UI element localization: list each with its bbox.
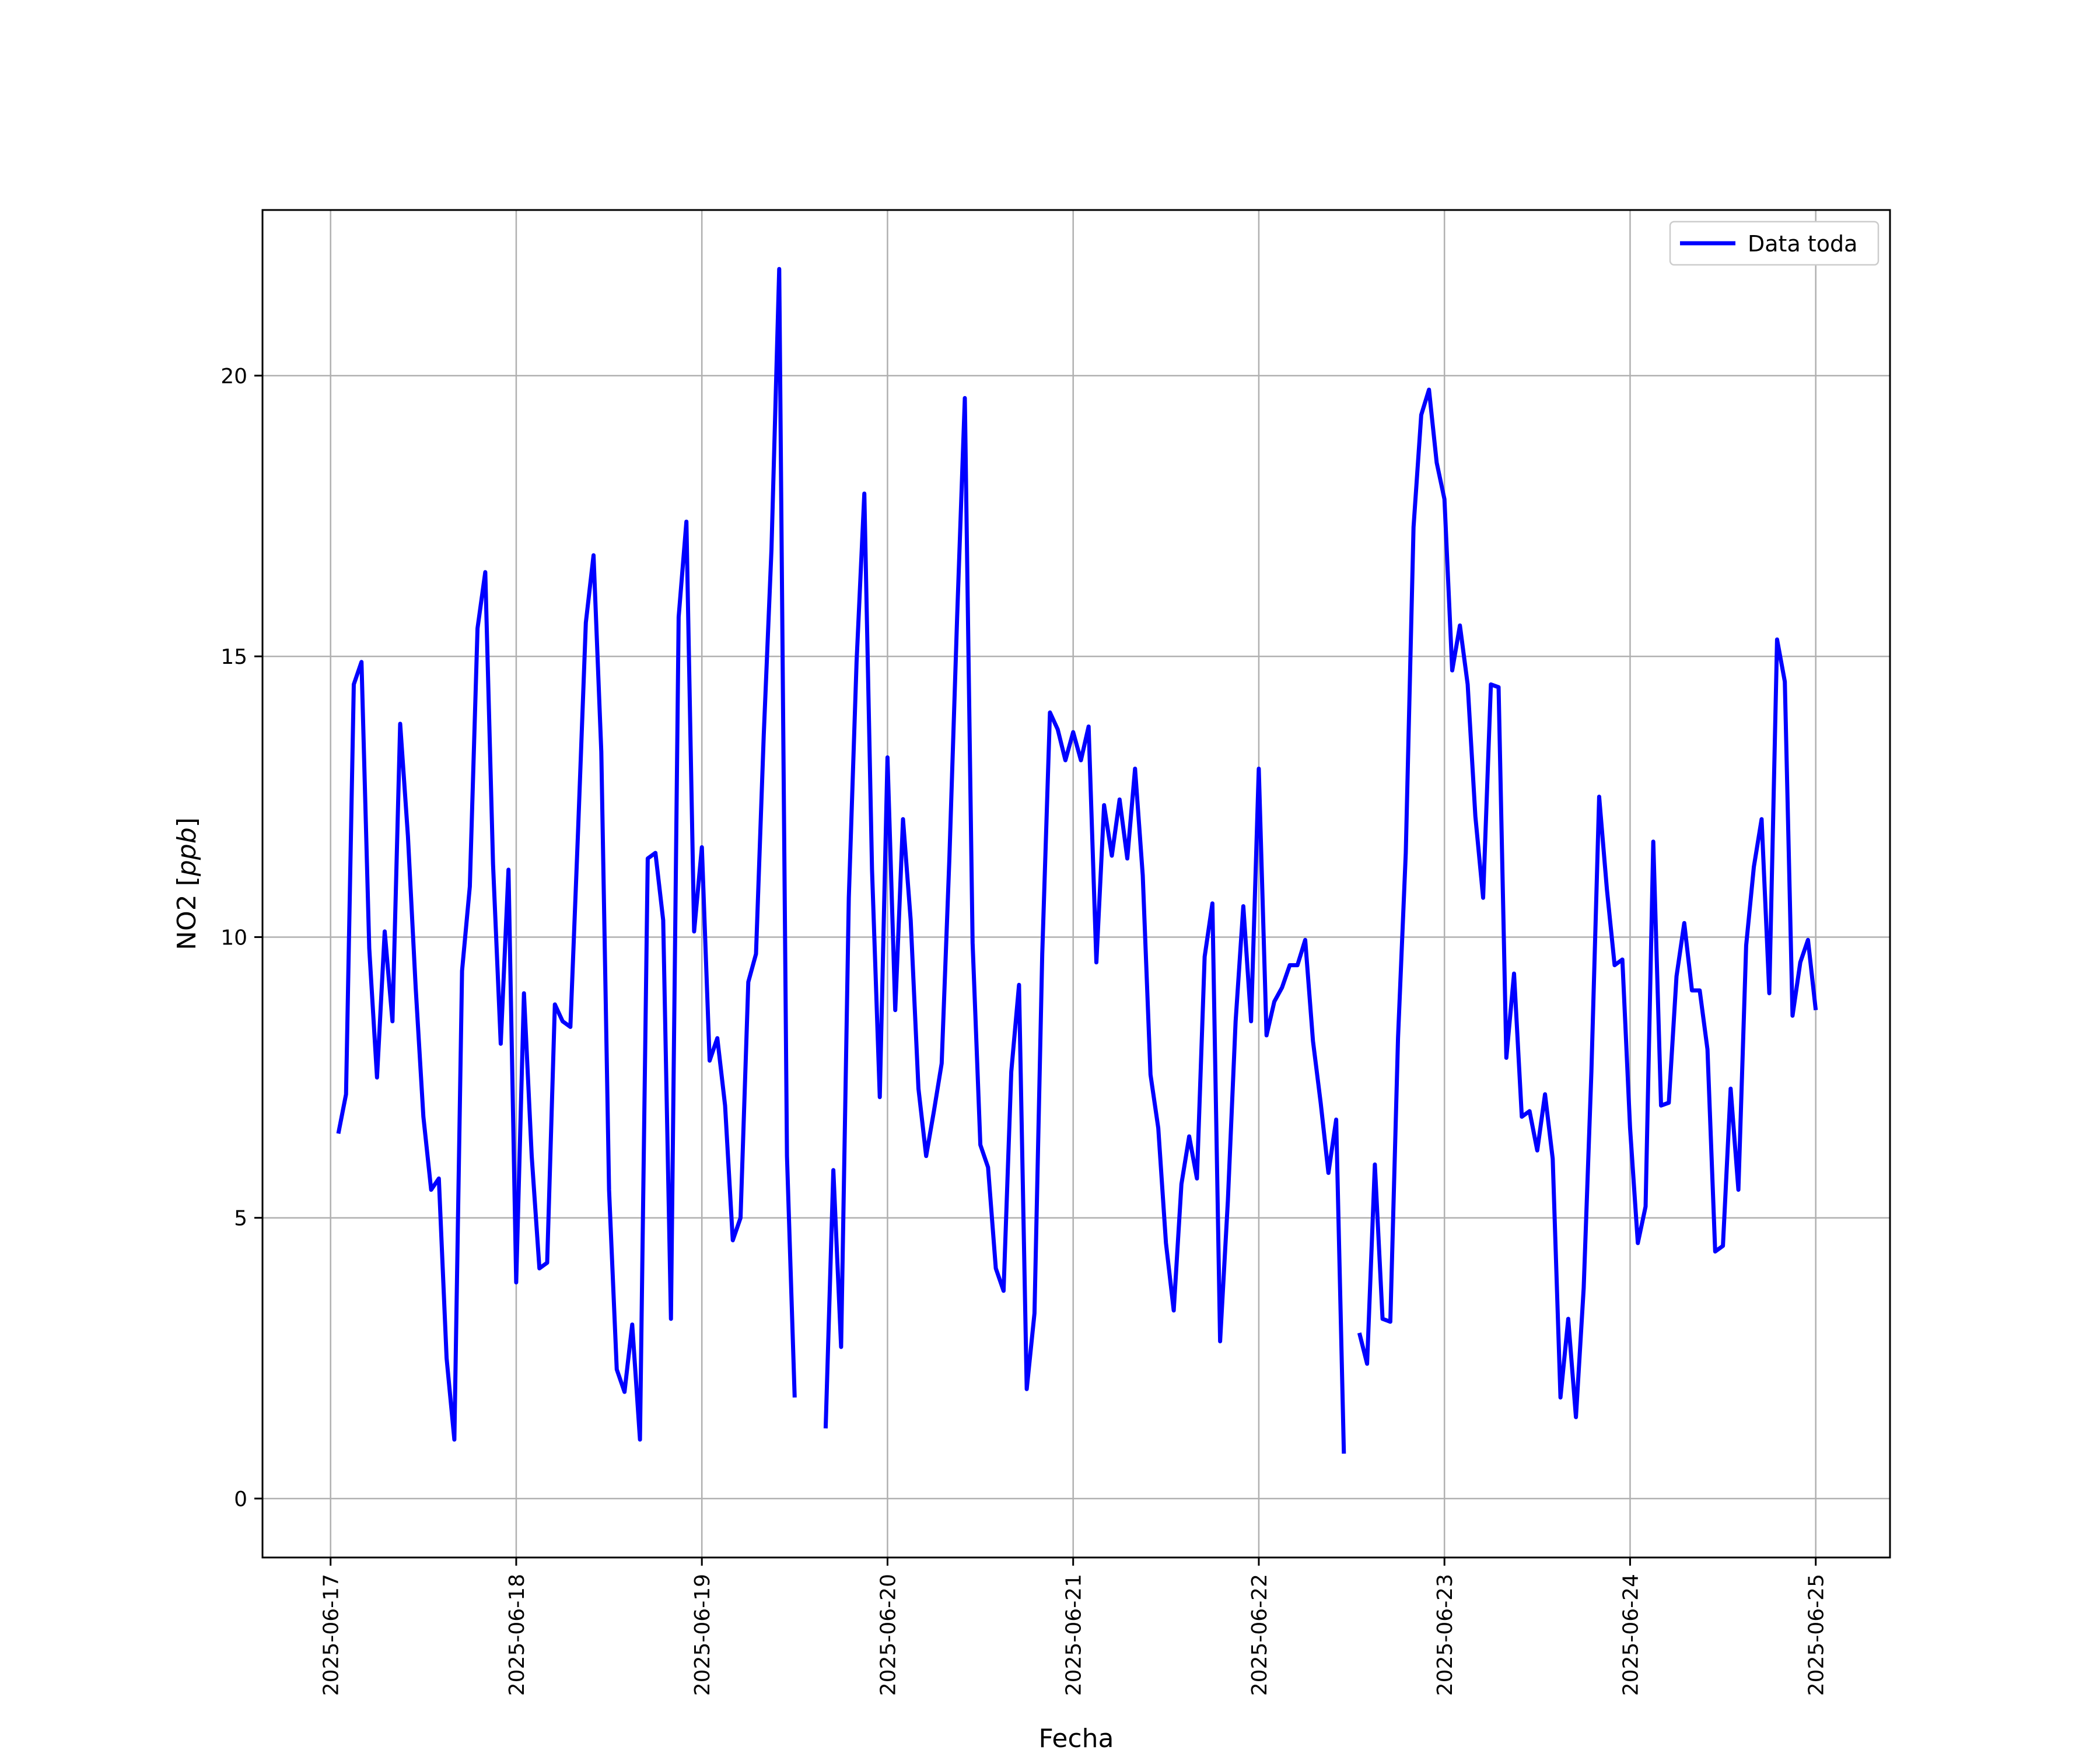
x-tick-label: 2025-06-20 xyxy=(876,1574,900,1696)
x-tick-label: 2025-06-24 xyxy=(1619,1574,1643,1696)
series-layer xyxy=(336,267,1818,1454)
plot-frame xyxy=(261,209,1891,1559)
series-line-data-toda xyxy=(823,396,1346,1454)
x-tick-label: 2025-06-19 xyxy=(691,1574,715,1696)
x-tick-label: 2025-06-18 xyxy=(505,1574,529,1696)
y-axis: 0 5 10 15 20 xyxy=(220,365,262,1511)
x-tick-label: 2025-06-22 xyxy=(1248,1574,1272,1696)
x-tick-label: 2025-06-25 xyxy=(1805,1574,1829,1696)
series-line-data-toda xyxy=(336,267,797,1442)
y-axis-label: NO2 [ppb] xyxy=(172,817,202,950)
y-tick-label: 5 xyxy=(234,1207,247,1231)
y-tick-label: 0 xyxy=(234,1488,247,1511)
legend-entry-label: Data toda xyxy=(1748,231,1857,257)
x-tick-label: 2025-06-17 xyxy=(320,1574,344,1696)
x-axis-label: Fecha xyxy=(1038,1724,1114,1750)
x-tick-label: 2025-06-21 xyxy=(1062,1574,1086,1696)
y-axis-unit: ppb xyxy=(172,827,202,877)
legend-box xyxy=(1669,220,1880,266)
legend: Data toda xyxy=(1669,220,1880,266)
y-tick-label: 15 xyxy=(220,645,247,669)
x-axis: 2025-06-17 2025-06-18 2025-06-19 2025-06-20… xyxy=(320,1558,1829,1696)
y-tick-label: 20 xyxy=(220,365,247,388)
x-tick-label: 2025-06-23 xyxy=(1433,1574,1457,1696)
y-tick-label: 10 xyxy=(220,926,247,950)
series-line-data-toda xyxy=(1357,387,1818,1419)
